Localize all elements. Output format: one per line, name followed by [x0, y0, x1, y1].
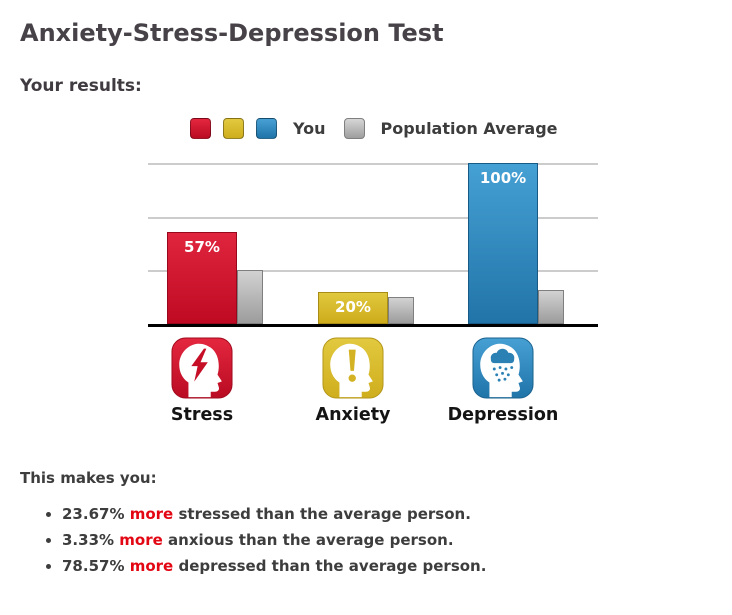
gridline-66: [148, 216, 598, 219]
page-title: Anxiety-Stress-Depression Test: [20, 19, 444, 47]
category-stress: Stress: [132, 337, 272, 426]
bar-you-depression: 100%: [468, 163, 538, 324]
legend-label-population-average: Population Average: [380, 119, 558, 138]
gridline-100: [148, 163, 598, 165]
results-heading: Your results:: [20, 76, 142, 96]
chart-legend: You Population Average: [190, 118, 558, 139]
bar-you-stress: 57%: [167, 232, 237, 324]
summary-heading: This makes you:: [20, 469, 157, 487]
category-label-anxiety: Anxiety: [315, 405, 391, 425]
bar-value-label-depression: 100%: [479, 169, 527, 187]
legend-label-you: You: [293, 119, 326, 138]
category-anxiety: Anxiety: [283, 337, 423, 426]
summary-value: 23.67%: [62, 505, 125, 523]
depression-head-raincloud-icon: [472, 337, 534, 399]
summary-keyword: more: [119, 531, 163, 549]
summary-keyword: more: [129, 557, 174, 575]
summary-text: depressed than the average person.: [178, 557, 487, 575]
legend-swatch-depression: [256, 118, 277, 139]
summary-section: This makes you: 23.67% more stressed tha…: [0, 469, 732, 579]
category-label-stress: Stress: [170, 405, 234, 425]
summary-list: 23.67% more stressed than the average pe…: [0, 501, 732, 579]
summary-value: 3.33%: [62, 531, 115, 549]
summary-value: 78.57%: [62, 557, 125, 575]
anxiety-head-exclamation-icon: [322, 337, 384, 399]
bar-average-depression: [538, 289, 564, 324]
summary-text: anxious than the average person.: [168, 531, 454, 549]
bar-value-label-stress: 57%: [184, 238, 220, 257]
legend-swatch-population-average: [343, 118, 365, 139]
summary-keyword: more: [129, 505, 174, 523]
stress-head-lightning-icon: [171, 337, 233, 399]
category-label-depression: Depression: [447, 405, 559, 425]
legend-swatch-anxiety: [223, 118, 244, 139]
summary-item-depression: 78.57% more depressed than the average p…: [62, 553, 732, 579]
plot-area: 57% 20% 100%: [148, 163, 598, 327]
summary-item-stress: 23.67% more stressed than the average pe…: [62, 501, 732, 527]
legend-swatch-stress: [190, 118, 211, 139]
bar-value-label-anxiety: 20%: [335, 297, 371, 316]
bar-you-anxiety: 20%: [318, 291, 388, 324]
summary-text: stressed than the average person.: [178, 505, 471, 523]
bar-average-anxiety: [388, 297, 414, 324]
results-page: Anxiety-Stress-Depression Test Your resu…: [0, 18, 732, 579]
category-depression: Depression: [433, 337, 573, 426]
results-bar-chart: You Population Average 57% 20% 100%: [0, 112, 732, 434]
gridline-33: [148, 270, 598, 273]
bar-average-stress: [237, 270, 263, 324]
summary-item-anxiety: 3.33% more anxious than the average pers…: [62, 527, 732, 553]
